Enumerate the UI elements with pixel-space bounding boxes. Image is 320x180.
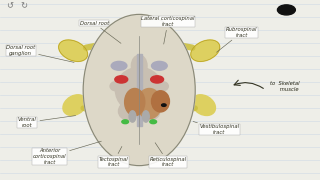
Circle shape [151, 76, 164, 83]
Text: Tectospinal
tract: Tectospinal tract [99, 147, 128, 167]
Circle shape [115, 76, 128, 83]
Ellipse shape [129, 111, 136, 122]
Ellipse shape [143, 111, 149, 122]
Bar [137, 54, 142, 126]
Ellipse shape [157, 82, 168, 91]
Text: Lateral corticospinal
tract: Lateral corticospinal tract [141, 16, 195, 44]
Text: Ventral
root: Ventral root [18, 116, 76, 128]
Ellipse shape [191, 40, 220, 61]
Circle shape [111, 61, 127, 70]
Circle shape [122, 120, 129, 124]
Ellipse shape [63, 95, 87, 116]
Text: Reticulospinal
tract: Reticulospinal tract [149, 143, 187, 167]
Text: ↻: ↻ [21, 1, 28, 10]
Text: Dorsal root: Dorsal root [80, 21, 121, 43]
Ellipse shape [116, 67, 163, 113]
Ellipse shape [59, 40, 88, 61]
Ellipse shape [143, 103, 160, 120]
Ellipse shape [131, 55, 147, 76]
Circle shape [162, 104, 166, 106]
Ellipse shape [110, 82, 121, 91]
Circle shape [150, 120, 156, 124]
Text: Anterior
corticospinal
tract: Anterior corticospinal tract [33, 141, 101, 165]
Ellipse shape [125, 89, 145, 116]
Ellipse shape [192, 95, 215, 116]
Ellipse shape [152, 91, 170, 112]
Text: ↺: ↺ [6, 1, 13, 10]
Ellipse shape [137, 89, 162, 119]
Circle shape [277, 5, 295, 15]
Ellipse shape [83, 14, 195, 166]
Circle shape [152, 61, 167, 70]
Text: Rubrospinal
tract: Rubrospinal tract [217, 27, 257, 52]
Text: to  Skeletal
      muscle: to Skeletal muscle [270, 81, 300, 92]
Text: Dorsal root
ganglion: Dorsal root ganglion [6, 45, 74, 62]
Ellipse shape [118, 103, 135, 120]
Text: Vestibulospinal
tract: Vestibulospinal tract [193, 122, 239, 135]
